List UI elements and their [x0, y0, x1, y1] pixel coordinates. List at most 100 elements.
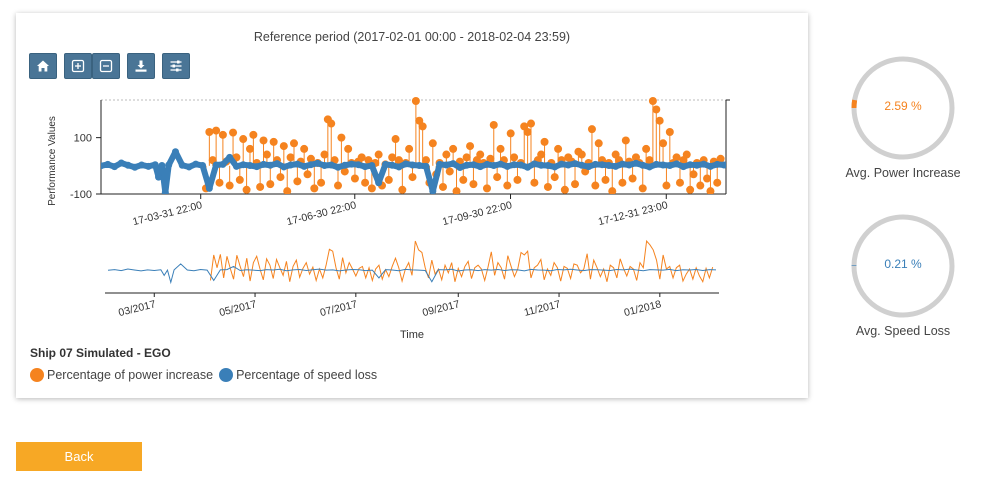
speed-point	[354, 161, 362, 169]
speed-point	[409, 161, 416, 169]
speed-point	[266, 161, 274, 169]
power-point	[334, 181, 343, 190]
speed-point	[449, 160, 457, 168]
speed-point	[111, 163, 119, 171]
power-point	[638, 184, 647, 193]
speed-point	[612, 162, 620, 170]
speed-point	[239, 161, 247, 169]
power-point	[289, 139, 298, 148]
power-point	[300, 144, 309, 153]
x-axis-label: Time	[400, 329, 424, 341]
zoom-in-button[interactable]	[64, 53, 92, 79]
download-button[interactable]	[127, 53, 155, 79]
speed-point	[652, 160, 660, 168]
power-point	[537, 150, 546, 159]
zoom-in-icon	[71, 59, 85, 73]
power-point	[303, 170, 312, 179]
back-button[interactable]: Back	[16, 442, 142, 471]
speed-point	[632, 159, 640, 167]
performance-chart[interactable]: 100 -100 17-03-31 22:00 17-06-30 22:00 17-09…	[16, 13, 808, 343]
speed-point	[483, 160, 491, 168]
speed-point	[144, 162, 152, 170]
chart-card: Reference period (2017-02-01 00:00 - 201…	[16, 13, 808, 398]
speed-point	[131, 163, 139, 171]
power-point	[212, 126, 221, 135]
power-point	[428, 139, 437, 148]
power-point	[279, 142, 288, 151]
power-point	[408, 173, 417, 182]
speed-point	[679, 163, 687, 171]
speed-point	[287, 161, 295, 169]
speed-loss-gauge: 0.21 %	[848, 211, 958, 321]
speed-point	[639, 161, 647, 169]
speed-point	[117, 159, 125, 167]
power-point	[357, 153, 366, 162]
speed-point	[625, 161, 633, 169]
zoom-out-button[interactable]	[92, 53, 120, 79]
legend-item-power[interactable]: Percentage of power increase	[30, 368, 213, 382]
power-point	[350, 174, 359, 183]
legend-item-speed[interactable]: Percentage of speed loss	[219, 368, 377, 382]
power-point	[706, 187, 715, 194]
speed-point	[524, 163, 532, 171]
power-point	[269, 137, 278, 146]
power-point	[344, 144, 353, 153]
power-point	[445, 167, 454, 176]
power-point	[618, 178, 627, 187]
power-point	[391, 135, 400, 144]
power-point	[239, 135, 248, 144]
chart-title: Reference period (2017-02-01 00:00 - 201…	[253, 30, 571, 44]
speed-point	[490, 162, 498, 170]
speed-point	[178, 161, 186, 169]
speed-point	[320, 162, 328, 170]
speed-loss-label: Avg. Speed Loss	[855, 324, 951, 338]
power-increase-label: Avg. Power Increase	[845, 166, 961, 180]
speed-point	[476, 163, 484, 171]
navigator-x-tick-label: 03/2017	[117, 298, 157, 319]
power-point	[256, 182, 265, 191]
power-increase-value: 2.59 %	[884, 99, 922, 113]
settings-button[interactable]	[162, 53, 190, 79]
power-point	[262, 150, 271, 159]
speed-point	[314, 159, 322, 167]
x-tick-label: 17-06-30 22:00	[285, 199, 357, 228]
power-point	[713, 178, 722, 187]
power-point	[530, 178, 539, 187]
power-point	[218, 130, 227, 139]
speed-point	[429, 187, 437, 194]
power-point	[394, 156, 403, 165]
home-button[interactable]	[29, 53, 57, 79]
speed-point	[415, 162, 423, 170]
speed-point	[564, 161, 572, 169]
navigator-x-tick-label: 11/2017	[523, 298, 562, 319]
power-point	[337, 133, 346, 142]
speed-point	[646, 163, 654, 171]
speed-point	[253, 163, 261, 171]
power-point	[245, 144, 254, 153]
speed-point	[232, 162, 240, 170]
power-point	[361, 178, 370, 187]
power-point	[482, 184, 491, 193]
speed-point	[260, 160, 268, 168]
power-point	[364, 156, 373, 165]
speed-point	[138, 161, 146, 169]
power-point	[523, 128, 532, 136]
power-point	[696, 181, 705, 190]
speed-point	[442, 161, 450, 169]
power-point	[442, 150, 451, 159]
power-increase-ring	[851, 56, 955, 160]
power-point	[266, 180, 275, 189]
speed-point	[158, 162, 166, 170]
power-point	[411, 97, 420, 105]
y-axis-label: Performance Values	[47, 116, 58, 206]
download-icon	[135, 60, 147, 72]
zoom-out-icon	[99, 59, 113, 73]
power-point	[229, 128, 238, 137]
speed-point	[192, 160, 200, 168]
speed-point	[341, 161, 349, 169]
speed-point	[713, 160, 721, 168]
speed-point	[361, 163, 369, 171]
power-point	[438, 182, 447, 191]
power-increase-gauge: 2.59 %	[848, 53, 958, 163]
power-point	[235, 175, 244, 184]
